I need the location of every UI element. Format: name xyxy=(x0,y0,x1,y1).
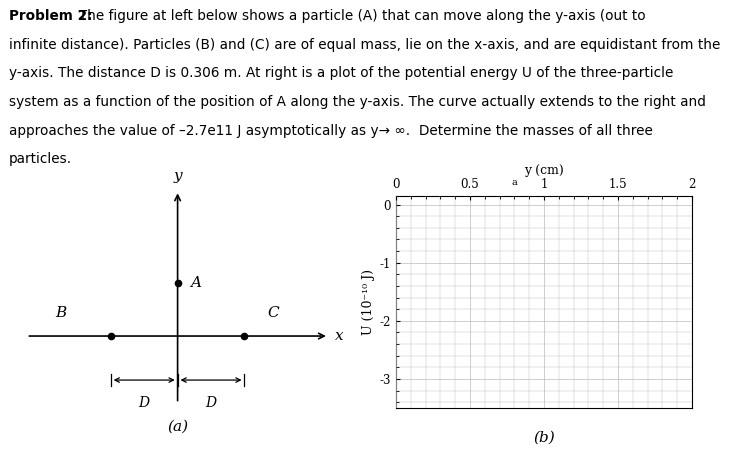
Text: particles.: particles. xyxy=(9,152,72,166)
Text: (a): (a) xyxy=(167,420,188,434)
Y-axis label: U (10⁻¹⁰ J): U (10⁻¹⁰ J) xyxy=(363,269,375,335)
Text: (b): (b) xyxy=(533,431,555,445)
Text: infinite distance). Particles (B) and (C) are of equal mass, lie on the x-axis, : infinite distance). Particles (B) and (C… xyxy=(9,38,720,52)
X-axis label: y (cm): y (cm) xyxy=(524,164,564,177)
Text: C: C xyxy=(268,307,279,320)
Text: Problem 2:: Problem 2: xyxy=(9,9,92,23)
Text: approaches the value of –2.7e11 J asymptotically as y→ ∞.  Determine the masses : approaches the value of –2.7e11 J asympt… xyxy=(9,124,653,137)
Text: system as a function of the position of A along the y-axis. The curve actually e: system as a function of the position of … xyxy=(9,95,706,109)
Text: B: B xyxy=(56,307,67,320)
Text: x: x xyxy=(334,329,343,343)
Text: D: D xyxy=(206,396,217,410)
Text: y: y xyxy=(173,169,182,183)
Text: a: a xyxy=(511,177,517,187)
Text: The figure at left below shows a particle (A) that can move along the y-axis (ou: The figure at left below shows a particl… xyxy=(70,9,645,23)
Text: y-axis. The distance D is 0.306 m. At right is a plot of the potential energy U : y-axis. The distance D is 0.306 m. At ri… xyxy=(9,66,673,80)
Text: D: D xyxy=(138,396,149,410)
Text: A: A xyxy=(190,276,201,290)
